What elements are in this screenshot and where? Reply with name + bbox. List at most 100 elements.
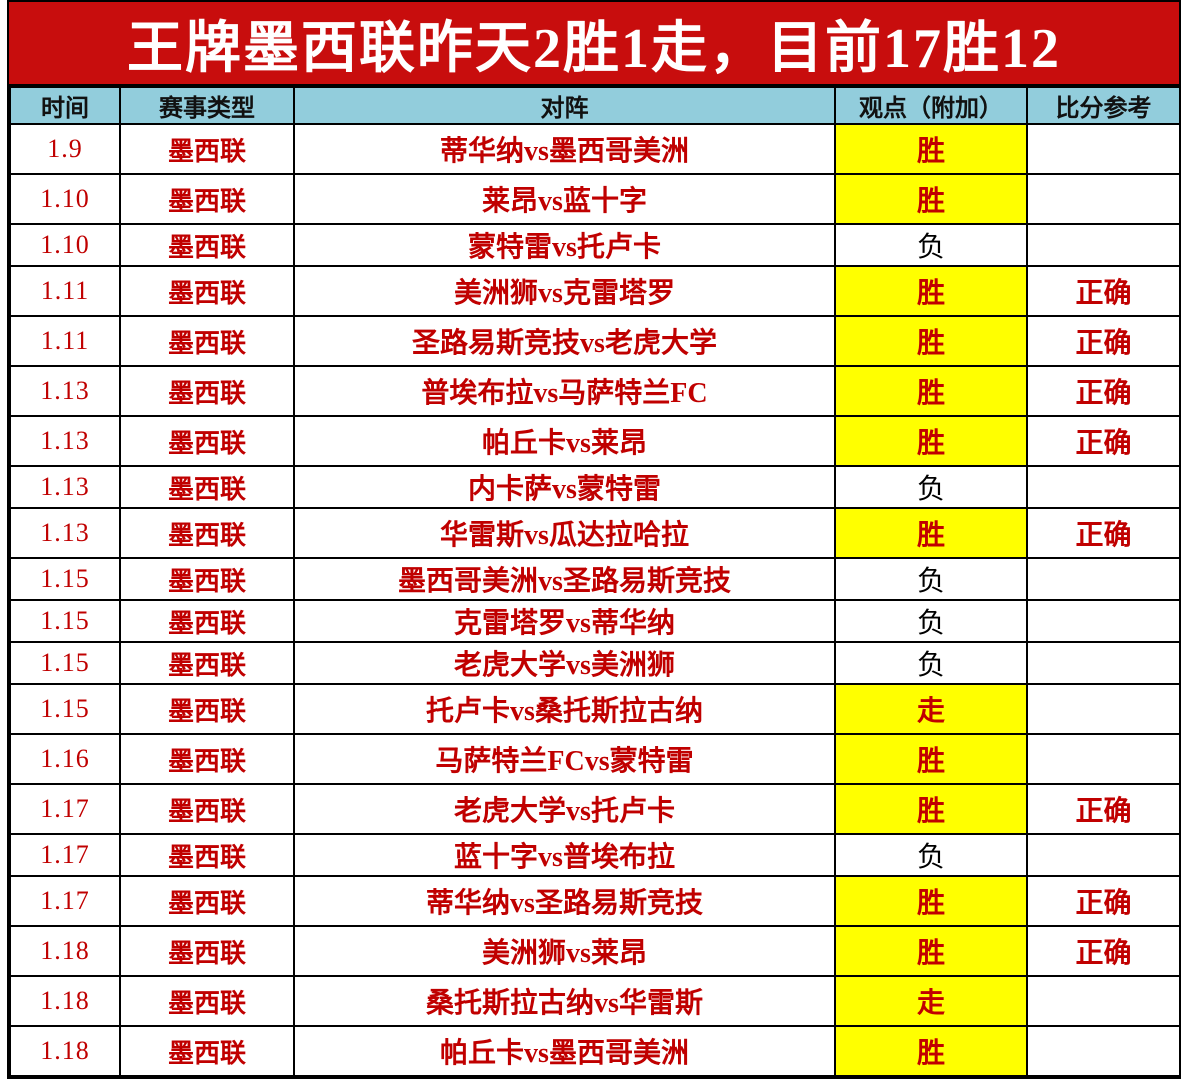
table-row: 1.13 墨西联 华雷斯vs瓜达拉哈拉 胜 正确 — [9, 507, 1181, 559]
prediction-sheet: 王牌墨西联昨天2胜1走，目前17胜12 时间 赛事类型 对阵 观点（附加） 比分… — [7, 0, 1181, 1079]
cell-matchup: 内卡萨vs蒙特雷 — [293, 465, 836, 509]
cell-league: 墨西联 — [119, 641, 295, 685]
cell-league: 墨西联 — [119, 875, 295, 927]
cell-view: 负 — [834, 599, 1028, 643]
cell-view: 胜 — [834, 507, 1028, 559]
cell-score-ref — [1026, 173, 1181, 225]
cell-view: 走 — [834, 975, 1028, 1027]
cell-view: 负 — [834, 557, 1028, 601]
table-row: 1.17 墨西联 老虎大学vs托卢卡 胜 正确 — [9, 783, 1181, 835]
column-header-matchup: 对阵 — [293, 86, 836, 125]
cell-score-ref — [1026, 733, 1181, 785]
table-row: 1.17 墨西联 蒂华纳vs圣路易斯竞技 胜 正确 — [9, 875, 1181, 927]
column-header-score-ref: 比分参考 — [1026, 86, 1181, 125]
cell-date: 1.18 — [9, 1025, 121, 1077]
table-row: 1.13 墨西联 普埃布拉vs马萨特兰FC 胜 正确 — [9, 365, 1181, 417]
cell-score-ref: 正确 — [1026, 875, 1181, 927]
cell-view: 胜 — [834, 173, 1028, 225]
cell-date: 1.11 — [9, 265, 121, 317]
cell-score-ref — [1026, 123, 1181, 175]
cell-date: 1.17 — [9, 833, 121, 877]
table-row: 1.18 墨西联 美洲狮vs莱昂 胜 正确 — [9, 925, 1181, 977]
cell-view: 胜 — [834, 875, 1028, 927]
column-header-time: 时间 — [9, 86, 121, 125]
cell-score-ref: 正确 — [1026, 507, 1181, 559]
cell-score-ref: 正确 — [1026, 925, 1181, 977]
cell-date: 1.16 — [9, 733, 121, 785]
cell-league: 墨西联 — [119, 783, 295, 835]
cell-view: 负 — [834, 465, 1028, 509]
cell-date: 1.15 — [9, 683, 121, 735]
cell-view: 胜 — [834, 783, 1028, 835]
table-row: 1.13 墨西联 帕丘卡vs莱昂 胜 正确 — [9, 415, 1181, 467]
cell-date: 1.17 — [9, 783, 121, 835]
cell-view: 负 — [834, 641, 1028, 685]
cell-view: 胜 — [834, 265, 1028, 317]
cell-matchup: 蒂华纳vs圣路易斯竞技 — [293, 875, 836, 927]
cell-date: 1.15 — [9, 599, 121, 643]
table-row: 1.17 墨西联 蓝十字vs普埃布拉 负 — [9, 833, 1181, 877]
table-row: 1.10 墨西联 蒙特雷vs托卢卡 负 — [9, 223, 1181, 267]
header-row: 时间 赛事类型 对阵 观点（附加） 比分参考 — [9, 86, 1181, 125]
column-header-league: 赛事类型 — [119, 86, 295, 125]
cell-league: 墨西联 — [119, 833, 295, 877]
table-row: 1.15 墨西联 克雷塔罗vs蒂华纳 负 — [9, 599, 1181, 643]
cell-view: 胜 — [834, 925, 1028, 977]
cell-view: 胜 — [834, 415, 1028, 467]
cell-matchup: 托卢卡vs桑托斯拉古纳 — [293, 683, 836, 735]
cell-view: 负 — [834, 833, 1028, 877]
table-row: 1.18 墨西联 帕丘卡vs墨西哥美洲 胜 — [9, 1025, 1181, 1077]
cell-score-ref — [1026, 465, 1181, 509]
cell-date: 1.10 — [9, 173, 121, 225]
table-row: 1.15 墨西联 托卢卡vs桑托斯拉古纳 走 — [9, 683, 1181, 735]
cell-league: 墨西联 — [119, 1025, 295, 1077]
cell-date: 1.13 — [9, 415, 121, 467]
cell-view: 胜 — [834, 1025, 1028, 1077]
cell-score-ref — [1026, 975, 1181, 1027]
cell-score-ref — [1026, 557, 1181, 601]
cell-score-ref: 正确 — [1026, 365, 1181, 417]
table-row: 1.9 墨西联 蒂华纳vs墨西哥美洲 胜 — [9, 123, 1181, 175]
cell-date: 1.10 — [9, 223, 121, 267]
cell-date: 1.17 — [9, 875, 121, 927]
cell-league: 墨西联 — [119, 365, 295, 417]
cell-score-ref — [1026, 1025, 1181, 1077]
cell-date: 1.13 — [9, 365, 121, 417]
predictions-table: 时间 赛事类型 对阵 观点（附加） 比分参考 1.9 墨西联 蒂华纳vs墨西哥美… — [9, 86, 1181, 1077]
table-row: 1.15 墨西联 墨西哥美洲vs圣路易斯竞技 负 — [9, 557, 1181, 601]
cell-date: 1.18 — [9, 925, 121, 977]
cell-matchup: 老虎大学vs托卢卡 — [293, 783, 836, 835]
table-row: 1.15 墨西联 老虎大学vs美洲狮 负 — [9, 641, 1181, 685]
cell-league: 墨西联 — [119, 733, 295, 785]
cell-league: 墨西联 — [119, 123, 295, 175]
cell-league: 墨西联 — [119, 925, 295, 977]
column-header-view: 观点（附加） — [834, 86, 1028, 125]
cell-date: 1.15 — [9, 641, 121, 685]
cell-date: 1.9 — [9, 123, 121, 175]
cell-matchup: 克雷塔罗vs蒂华纳 — [293, 599, 836, 643]
cell-score-ref — [1026, 599, 1181, 643]
table-row: 1.10 墨西联 莱昂vs蓝十字 胜 — [9, 173, 1181, 225]
cell-date: 1.18 — [9, 975, 121, 1027]
cell-date: 1.11 — [9, 315, 121, 367]
cell-league: 墨西联 — [119, 223, 295, 267]
cell-matchup: 帕丘卡vs莱昂 — [293, 415, 836, 467]
cell-score-ref: 正确 — [1026, 783, 1181, 835]
cell-league: 墨西联 — [119, 975, 295, 1027]
cell-view: 走 — [834, 683, 1028, 735]
table-row: 1.16 墨西联 马萨特兰FCvs蒙特雷 胜 — [9, 733, 1181, 785]
cell-matchup: 帕丘卡vs墨西哥美洲 — [293, 1025, 836, 1077]
cell-matchup: 美洲狮vs克雷塔罗 — [293, 265, 836, 317]
cell-score-ref — [1026, 683, 1181, 735]
table-row: 1.11 墨西联 美洲狮vs克雷塔罗 胜 正确 — [9, 265, 1181, 317]
cell-league: 墨西联 — [119, 507, 295, 559]
cell-matchup: 老虎大学vs美洲狮 — [293, 641, 836, 685]
table-row: 1.13 墨西联 内卡萨vs蒙特雷 负 — [9, 465, 1181, 509]
cell-matchup: 普埃布拉vs马萨特兰FC — [293, 365, 836, 417]
cell-score-ref — [1026, 641, 1181, 685]
cell-score-ref: 正确 — [1026, 415, 1181, 467]
cell-matchup: 墨西哥美洲vs圣路易斯竞技 — [293, 557, 836, 601]
cell-matchup: 美洲狮vs莱昂 — [293, 925, 836, 977]
cell-matchup: 圣路易斯竞技vs老虎大学 — [293, 315, 836, 367]
cell-score-ref: 正确 — [1026, 265, 1181, 317]
